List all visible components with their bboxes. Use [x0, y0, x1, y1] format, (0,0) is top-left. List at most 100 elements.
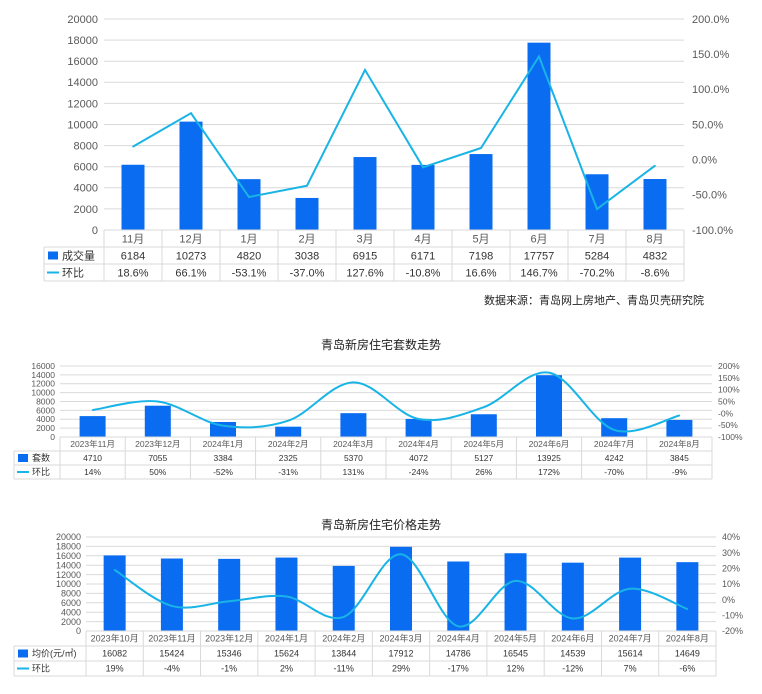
c1-table-cell: 2325 — [279, 453, 298, 463]
c1-table-cell: -9% — [672, 467, 688, 477]
c1-ratio-point-2 — [222, 424, 224, 427]
c0-ratio-point-2 — [248, 196, 250, 198]
c1-ratio-point-6 — [483, 406, 485, 408]
c1-table-cell: 14% — [84, 467, 101, 477]
c2-bar-8 — [561, 562, 584, 631]
c2-bar-3 — [275, 557, 298, 631]
c1-ratio-point-4 — [352, 381, 355, 384]
c0-table-cell: 17757 — [524, 250, 555, 262]
c0-category-label: 3月 — [356, 233, 373, 245]
c0-y-right-tick-label: 200.0% — [692, 14, 730, 26]
c0-y-left-tick-label: 6000 — [74, 162, 98, 174]
c2-ratio-point-0 — [113, 569, 116, 571]
c2-category-label: 2024年8月 — [666, 633, 709, 644]
c2-y-left-tick-label: 2000 — [61, 617, 81, 627]
c1-category-label: 2024年8月 — [659, 439, 700, 449]
chart-price-title: 青岛新房住宅价格走势 — [320, 518, 441, 532]
c2-table-cell: 15346 — [217, 649, 242, 659]
c0-table-cell: -10.8% — [406, 267, 441, 279]
c2-table-cell: 15424 — [159, 649, 184, 659]
c2-table-cell: 2% — [280, 664, 293, 674]
c0-ratio-point-5 — [422, 166, 424, 169]
c0-ratio-point-9 — [654, 164, 656, 167]
c0-legend-line-label: 环比 — [62, 266, 84, 279]
chart-units: 0 2000 4000 6000 8000 10000 12000 14000 16000 -10… — [0, 358, 762, 488]
c1-table-cell: -52% — [213, 467, 233, 477]
c0-category-label: 6月 — [530, 233, 547, 245]
c0-table-cell: 6915 — [353, 250, 377, 262]
c1-table-cell: 26% — [475, 467, 492, 477]
c0-ratio-point-0 — [132, 145, 134, 148]
c0-table-cell: 10273 — [176, 250, 207, 262]
c1-table-cell: 3845 — [670, 453, 689, 463]
c2-y-right-tick-label: 0% — [722, 595, 735, 605]
c0-y-right-tick-label: 50.0% — [692, 119, 723, 131]
c1-y-left-tick-label: 0 — [50, 432, 55, 442]
c2-ratio-point-4 — [342, 616, 345, 618]
c1-ratio-point-8 — [613, 429, 615, 431]
c1-table-cell: 131% — [343, 467, 365, 477]
c0-y-right-tick-label: -100.0% — [692, 225, 733, 237]
c0-y-left-tick-label: 12000 — [67, 98, 98, 110]
c0-y-left-tick-label: 10000 — [67, 119, 98, 131]
c0-table-cell: 5284 — [585, 250, 609, 262]
c2-ratio-point-8 — [572, 617, 574, 620]
c0-ratio-point-6 — [480, 147, 482, 149]
chart-price: 0 2000 4000 6000 8000 10000 12000 14000 16000 180… — [0, 532, 762, 682]
c0-category-label: 12月 — [179, 233, 202, 245]
c1-y-right-tick-label: 50% — [718, 396, 735, 406]
c2-table-cell: 15624 — [274, 649, 299, 659]
c2-category-label: 2024年7月 — [609, 633, 652, 644]
c2-ratio-point-10 — [686, 608, 689, 610]
c0-table-cell: 3038 — [295, 250, 319, 262]
c0-category-label: 8月 — [646, 233, 663, 245]
c2-ratio-line — [114, 553, 688, 628]
c1-category-label: 2024年4月 — [398, 439, 439, 449]
chart-price-svg: 0200040006000800010000120001400016000180… — [13, 532, 743, 677]
c0-category-label: 11月 — [122, 233, 144, 245]
c1-y-right-tick-label: -50% — [718, 420, 738, 430]
c2-y-left-tick-label: 6000 — [61, 598, 81, 608]
c1-y-left-tick-label: 12000 — [31, 379, 55, 389]
c1-legend-line-label: 环比 — [32, 466, 50, 477]
c1-y-left-tick-label: 16000 — [31, 361, 55, 371]
c0-bar-8 — [585, 174, 609, 230]
c0-bar-3 — [295, 197, 319, 230]
c2-table-cell: -17% — [448, 664, 469, 674]
c0-category-label: 5月 — [472, 233, 489, 245]
c1-ratio-point-7 — [548, 371, 550, 374]
c0-y-left-tick-label: 20000 — [67, 14, 98, 26]
c2-y-right-tick-label: -10% — [722, 610, 743, 620]
c2-y-left-tick-label: 4000 — [61, 607, 81, 617]
c1-bar-5 — [405, 418, 432, 437]
c0-bar-9 — [643, 179, 667, 230]
c2-bar-5 — [390, 546, 412, 631]
c2-y-left-tick-label: 8000 — [61, 589, 81, 599]
c2-bar-2 — [218, 558, 241, 631]
c0-category-label: 2月 — [298, 233, 315, 245]
c1-category-label: 2024年7月 — [594, 439, 635, 449]
c1-category-label: 2024年1月 — [203, 439, 244, 449]
c0-table-cell: 146.7% — [520, 267, 558, 279]
c1-table-cell: 4242 — [605, 453, 624, 463]
c2-y-left-tick-label: 20000 — [56, 532, 81, 542]
c2-table-cell: 14539 — [560, 649, 585, 659]
c1-table-cell: 50% — [149, 467, 166, 477]
c1-y-left-tick-label: 8000 — [36, 396, 55, 406]
c0-table-cell: 6171 — [411, 250, 435, 262]
c0-ratio-point-4 — [364, 69, 366, 71]
c1-bar-9 — [666, 419, 693, 437]
c2-y-left-tick-label: 10000 — [56, 579, 81, 589]
c2-legend-bar-label: 均价(元/㎡) — [32, 648, 77, 659]
c2-table-cell: 14649 — [675, 649, 700, 659]
c2-bar-4 — [332, 565, 355, 631]
data-source-note: 数据来源：青岛网上房地产、青岛贝壳研究院 — [484, 294, 704, 307]
c2-table-cell: 19% — [106, 664, 124, 674]
c0-category-label: 7月 — [588, 233, 605, 245]
c1-table-cell: 7055 — [148, 453, 167, 463]
c2-bar-6 — [447, 561, 470, 631]
c2-y-right-tick-label: 30% — [722, 548, 740, 558]
c0-y-left-tick-label: 0 — [92, 225, 98, 237]
c1-category-label: 2023年12月 — [135, 439, 180, 449]
